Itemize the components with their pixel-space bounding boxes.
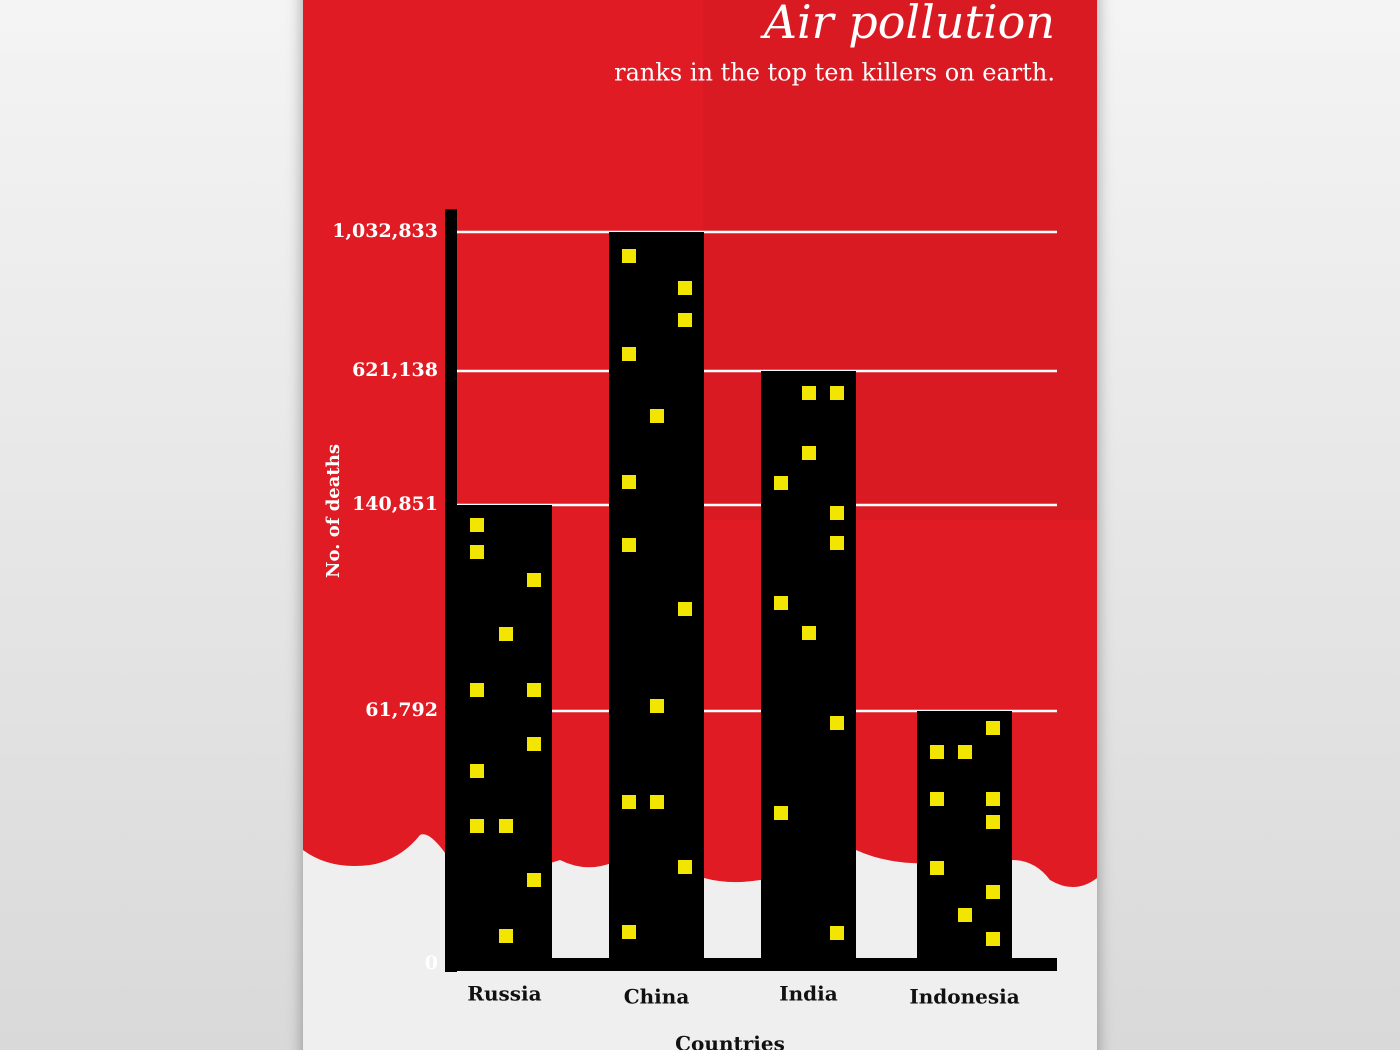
window <box>830 506 844 520</box>
window <box>499 819 513 833</box>
window <box>986 721 1000 735</box>
window <box>622 347 636 361</box>
window <box>930 745 944 759</box>
window <box>470 518 484 532</box>
bar <box>761 371 856 964</box>
x-tick-label: China <box>624 985 690 1009</box>
window <box>830 536 844 550</box>
window <box>930 861 944 875</box>
window <box>830 716 844 730</box>
window <box>774 476 788 490</box>
y-tick-label: 140,851 <box>352 493 438 515</box>
x-axis-label: Countries <box>675 1032 785 1050</box>
window <box>470 545 484 559</box>
y-tick-label: 621,138 <box>352 359 438 381</box>
window <box>650 409 664 423</box>
window <box>499 929 513 943</box>
window <box>930 792 944 806</box>
bar <box>609 232 704 964</box>
x-tick-label: Russia <box>467 982 541 1006</box>
window <box>678 602 692 616</box>
window <box>958 745 972 759</box>
window <box>986 932 1000 946</box>
window <box>622 538 636 552</box>
y-tick-label: 61,792 <box>365 699 438 721</box>
window <box>986 792 1000 806</box>
window <box>527 683 541 697</box>
window <box>650 795 664 809</box>
window <box>527 737 541 751</box>
window <box>470 683 484 697</box>
y-tick-label: 1,032,833 <box>332 220 438 242</box>
window <box>622 249 636 263</box>
y-axis-label: No. of deaths <box>323 444 344 578</box>
x-tick-label: India <box>779 982 837 1006</box>
window <box>650 699 664 713</box>
window <box>802 446 816 460</box>
window <box>622 475 636 489</box>
x-tick-label: Indonesia <box>909 985 1019 1009</box>
window <box>830 386 844 400</box>
window <box>622 925 636 939</box>
y-tick-label: 0 <box>425 952 438 974</box>
window <box>774 806 788 820</box>
chart-subtitle: ranks in the top ten killers on earth. <box>614 59 1055 87</box>
window <box>527 873 541 887</box>
window <box>527 573 541 587</box>
window <box>470 764 484 778</box>
window <box>678 860 692 874</box>
window <box>958 908 972 922</box>
window <box>678 281 692 295</box>
window <box>774 596 788 610</box>
window <box>830 926 844 940</box>
window <box>622 795 636 809</box>
window <box>802 626 816 640</box>
window <box>986 885 1000 899</box>
window <box>802 386 816 400</box>
x-axis <box>445 958 1057 971</box>
window <box>499 627 513 641</box>
window <box>986 815 1000 829</box>
window <box>678 313 692 327</box>
window <box>470 819 484 833</box>
y-axis <box>445 209 457 972</box>
chart-title: Air pollution <box>760 0 1055 49</box>
